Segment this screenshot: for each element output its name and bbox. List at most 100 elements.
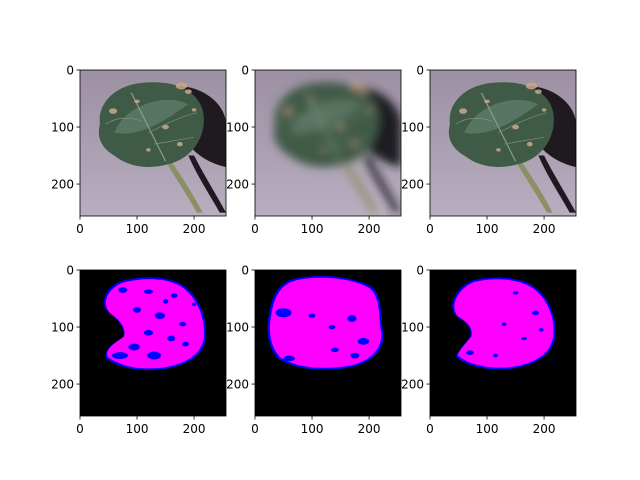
x-tick-label: 100 — [476, 222, 499, 236]
leaf-spot — [284, 108, 293, 114]
leaf-spot — [191, 108, 197, 112]
mask-speck — [328, 324, 336, 330]
mask-speck — [118, 287, 128, 293]
y-tick-label: 0 — [241, 264, 249, 278]
mask-speck — [350, 352, 360, 359]
image-bottom-center — [255, 270, 401, 416]
x-tick-label: 0 — [76, 222, 84, 236]
axes-bottom-left: 0 100 200 0 100 200 — [51, 264, 227, 436]
leaf-scene — [448, 82, 576, 213]
mask-speck — [532, 310, 539, 316]
stem-shadow — [363, 155, 401, 213]
mask-speck — [182, 341, 189, 347]
mask-speck — [330, 347, 339, 353]
axes-frame — [429, 269, 577, 417]
axes-frame — [254, 269, 402, 417]
leaf-vein — [480, 92, 517, 162]
y-tick-label: 100 — [226, 321, 249, 335]
x-tick-label: 0 — [426, 422, 434, 436]
mask-speck — [465, 350, 474, 355]
mask-speck — [357, 337, 370, 345]
x-tick-label: 100 — [301, 222, 324, 236]
axes-bottom-right: 0 100 200 0 100 200 — [401, 264, 577, 436]
axes-top-left: 0 100 200 0 100 200 — [51, 64, 227, 236]
axes-frame — [79, 69, 227, 217]
leaf-spot — [459, 108, 468, 114]
stem-shadow — [188, 155, 226, 213]
mask-speck — [538, 328, 544, 332]
mask-speck — [493, 353, 498, 358]
leaf-highlight — [114, 99, 189, 134]
y-tick-label: 200 — [401, 178, 424, 192]
y-tick-label: 0 — [416, 64, 424, 78]
leaf-spot — [484, 99, 490, 104]
leaf-spot — [146, 148, 151, 152]
image-bottom-right — [430, 270, 576, 416]
leaf-spot — [175, 82, 188, 90]
leaf-spot — [309, 99, 315, 104]
leaf-vein — [280, 112, 372, 145]
x-tick-label: 100 — [126, 422, 149, 436]
y-tick-label: 0 — [66, 264, 74, 278]
leaf-scene — [98, 82, 226, 213]
mask-speck — [147, 351, 161, 360]
x-tick-label: 100 — [476, 422, 499, 436]
x-tick-label: 200 — [183, 222, 206, 236]
y-tick-label: 100 — [51, 321, 74, 335]
leaf-vein — [305, 92, 342, 162]
leaf-spot — [134, 99, 140, 104]
mask-speck — [179, 321, 187, 327]
mask-speck — [143, 289, 153, 294]
mask-speck — [170, 293, 178, 298]
image-top-left — [80, 70, 226, 216]
leaf-spot — [366, 108, 372, 112]
leaf-spot — [350, 82, 363, 90]
leaf-spot — [359, 89, 367, 94]
leaf-spot — [184, 89, 192, 94]
y-tick-label: 0 — [241, 64, 249, 78]
mask-speck — [501, 322, 507, 326]
stem-shadow — [538, 155, 576, 213]
leaf-spot — [351, 141, 358, 147]
x-tick-label: 100 — [301, 422, 324, 436]
y-tick-label: 100 — [401, 121, 424, 135]
mask-speck — [512, 291, 519, 295]
y-tick-label: 100 — [401, 321, 424, 335]
axes-bottom-center: 0 100 200 0 100 200 — [226, 264, 402, 436]
leaf-spot — [162, 124, 169, 130]
mask-speck — [143, 329, 153, 336]
y-tick-label: 100 — [226, 121, 249, 135]
axes-top-center: 0 100 200 0 100 200 — [226, 64, 402, 236]
y-tick-label: 0 — [416, 264, 424, 278]
image-bottom-left — [80, 270, 226, 416]
mask-speck — [133, 307, 142, 313]
y-tick-label: 200 — [51, 378, 74, 392]
mask-speck — [283, 355, 295, 362]
x-tick-label: 200 — [183, 422, 206, 436]
leaf-stem — [165, 161, 203, 213]
x-tick-label: 200 — [533, 422, 556, 436]
leaf-scene — [273, 82, 401, 213]
leaf-spot — [534, 89, 542, 94]
y-tick-label: 200 — [226, 178, 249, 192]
leaf-spot — [526, 141, 533, 147]
y-tick-label: 100 — [51, 121, 74, 135]
mask-leaf — [269, 277, 382, 368]
image-top-center — [255, 70, 401, 216]
axes-top-right: 0 100 200 0 100 200 — [401, 64, 577, 236]
axes-frame — [429, 69, 577, 217]
leaf-spot — [512, 124, 519, 130]
leaf-spot — [109, 108, 118, 114]
leaf-stem — [340, 161, 378, 213]
x-tick-label: 200 — [533, 222, 556, 236]
x-tick-label: 100 — [126, 222, 149, 236]
mask-speck — [167, 335, 176, 342]
leaf-highlight — [464, 99, 539, 134]
mask-speck — [308, 313, 316, 318]
leaf-stem — [515, 161, 553, 213]
image-top-right — [430, 70, 576, 216]
x-tick-label: 0 — [426, 222, 434, 236]
mask-speck — [275, 308, 292, 318]
axes-frame — [254, 69, 402, 217]
